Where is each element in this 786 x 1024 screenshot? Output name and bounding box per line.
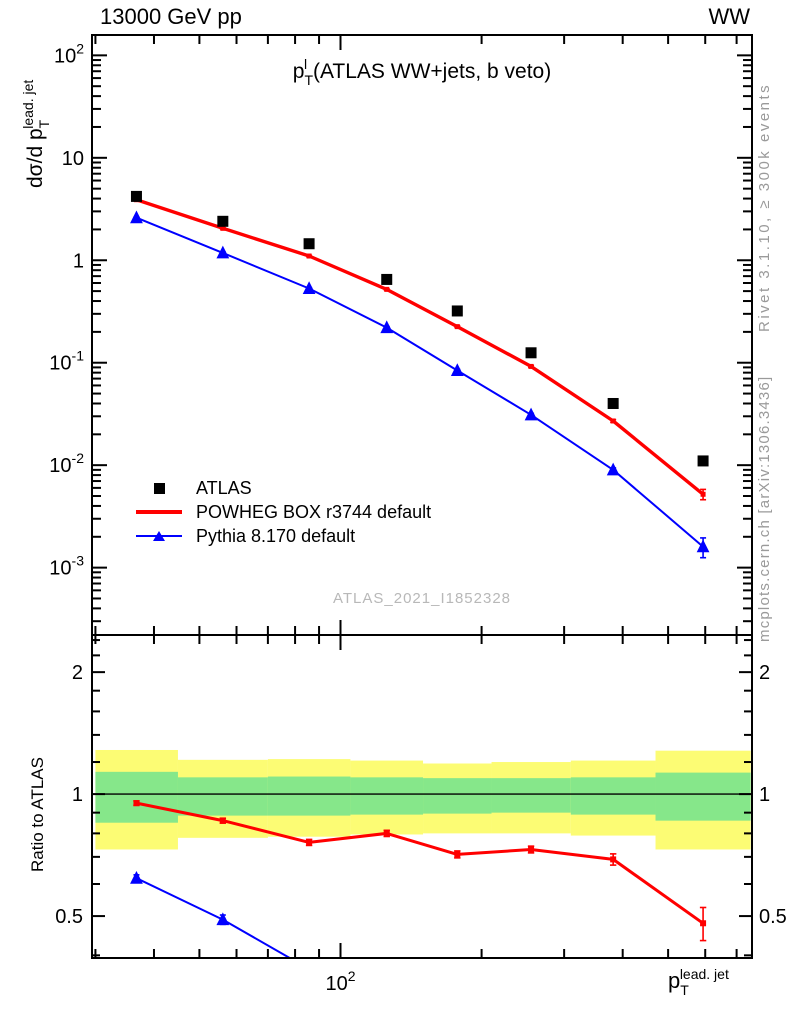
ratio-panel-frame xyxy=(91,634,753,959)
svg-text:1: 1 xyxy=(759,784,770,806)
ratio-y-axis-label: Ratio to ATLAS xyxy=(28,757,47,872)
svg-text:102: 102 xyxy=(325,968,355,995)
svg-text:10-1: 10-1 xyxy=(49,348,84,375)
svg-text:102: 102 xyxy=(54,40,84,67)
main-y-axis-label: dσ/d pTlead. jet xyxy=(20,80,52,188)
svg-text:2: 2 xyxy=(72,662,83,684)
analysis-watermark: ATLAS_2021_I1852328 xyxy=(332,590,512,607)
svg-text:10-2: 10-2 xyxy=(49,450,84,477)
svg-text:2: 2 xyxy=(759,662,770,684)
svg-text:0.5: 0.5 xyxy=(55,906,83,928)
axis-ticks xyxy=(93,36,751,957)
plot-title-base: p xyxy=(292,60,305,83)
plot-title: pTl (ATLAS WW+jets, b veto) xyxy=(92,56,752,88)
x-axis-label-sub: T xyxy=(680,982,689,998)
main-y-axis-label-prefix: dσ/d p xyxy=(24,128,47,188)
main-y-axis-label-sup: lead. jet xyxy=(20,79,36,129)
x-axis-label-base: p xyxy=(668,968,681,993)
svg-text:10-3: 10-3 xyxy=(49,553,84,580)
legend-label-atlas: ATLAS xyxy=(196,477,252,498)
rivet-version-note: Rivet 3.1.10, ≥ 300k events xyxy=(756,82,773,332)
svg-text:10: 10 xyxy=(62,148,84,170)
ratio-uncertainty-bands xyxy=(95,749,751,850)
plot-title-sub: T xyxy=(304,72,314,88)
svg-text:0.5: 0.5 xyxy=(759,906,786,928)
atlas-square-marker-icon xyxy=(136,482,182,494)
plot-title-sup: l xyxy=(304,56,308,72)
mcplots-reference-note: mcplots.cern.ch [arXiv:1306.3436] xyxy=(756,375,773,642)
powheg-line-icon xyxy=(136,510,182,514)
x-axis-label-sup: lead. jet xyxy=(679,966,729,982)
legend-label-powheg: POWHEG BOX r3744 default xyxy=(196,501,432,522)
legend-item-pythia: Pythia 8.170 default xyxy=(136,524,431,548)
axis-tick-labels: 102 10 1 10-1 10-2 10-3 2 2 1 1 0.5 0.5 102 xyxy=(49,40,786,995)
process-title: WW xyxy=(708,4,750,29)
main-y-axis-label-sub: T xyxy=(36,119,52,129)
plot-title-rest: (ATLAS WW+jets, b veto) xyxy=(307,60,552,83)
legend-item-powheg: POWHEG BOX r3744 default xyxy=(136,500,431,524)
legend: ATLAS POWHEG BOX r3744 default Pythia 8.… xyxy=(136,476,431,548)
x-axis-label: pTlead. jet xyxy=(668,966,729,998)
main-panel-series xyxy=(130,190,710,559)
ratio-panel-series xyxy=(130,800,707,958)
legend-item-atlas: ATLAS xyxy=(136,476,431,500)
beam-energy-title: 13000 GeV pp xyxy=(100,4,242,29)
svg-text:1: 1 xyxy=(73,250,84,272)
svg-text:1: 1 xyxy=(72,784,83,806)
pythia-triangle-marker-icon xyxy=(136,530,182,542)
legend-label-pythia: Pythia 8.170 default xyxy=(196,525,356,546)
